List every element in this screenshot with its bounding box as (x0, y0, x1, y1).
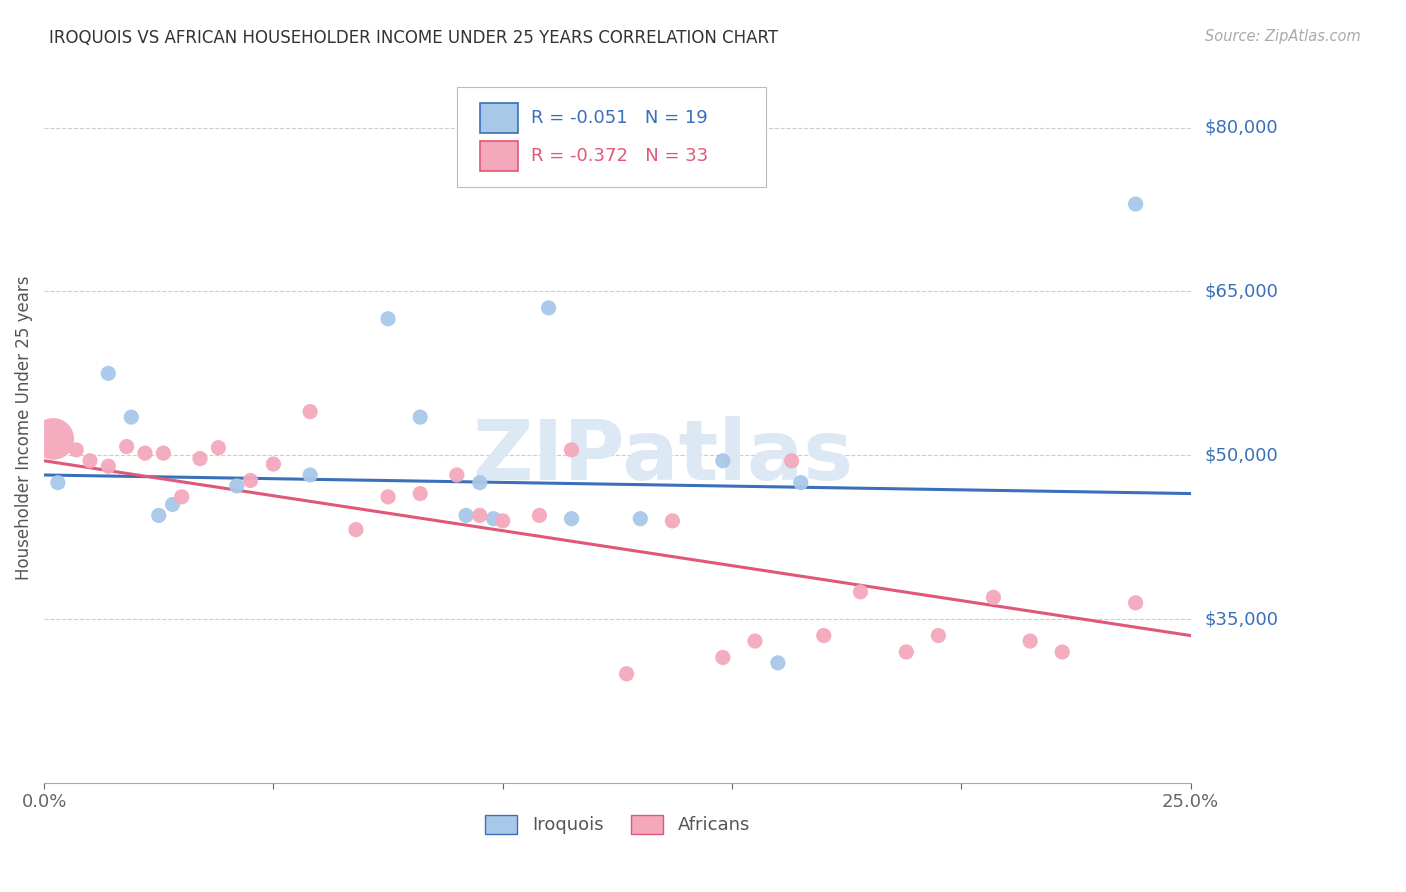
Point (780, 454, 803, 468)
Text: $50,000: $50,000 (1205, 446, 1278, 465)
Point (927, 629, 949, 643)
Point (162, 498, 184, 512)
Point (661, 514, 683, 528)
Text: IROQUOIS VS AFRICAN HOUSEHOLDER INCOME UNDER 25 YEARS CORRELATION CHART: IROQUOIS VS AFRICAN HOUSEHOLDER INCOME U… (49, 29, 779, 46)
Text: ZIPatlas: ZIPatlas (472, 416, 853, 497)
Point (239, 474, 262, 488)
Point (468, 475, 491, 490)
Point (188, 451, 211, 466)
Text: Source: ZipAtlas.com: Source: ZipAtlas.com (1205, 29, 1361, 44)
Point (711, 650, 734, 665)
Point (1019, 634, 1042, 648)
Point (849, 585, 872, 599)
Point (262, 457, 284, 471)
Text: $35,000: $35,000 (1205, 610, 1278, 628)
Point (560, 442, 582, 457)
Point (46, 475, 69, 490)
Y-axis label: Householder Income Under 25 years: Householder Income Under 25 years (15, 276, 32, 581)
Point (616, 666, 638, 681)
Point (115, 440, 138, 454)
Point (409, 486, 432, 500)
Point (299, 467, 322, 482)
Point (813, 629, 835, 643)
Point (42, 432, 65, 446)
Legend: Iroquois, Africans: Iroquois, Africans (485, 815, 749, 834)
Point (983, 591, 1005, 605)
Text: $65,000: $65,000 (1205, 283, 1278, 301)
FancyBboxPatch shape (457, 87, 766, 186)
Point (628, 511, 651, 525)
Point (134, 446, 156, 460)
Point (468, 508, 491, 523)
Point (711, 454, 734, 468)
Point (454, 508, 477, 523)
Point (560, 511, 582, 525)
Text: R = -0.372   N = 33: R = -0.372 N = 33 (531, 147, 709, 165)
Point (79, 454, 101, 468)
Text: $80,000: $80,000 (1205, 119, 1278, 136)
Point (446, 467, 468, 482)
Point (148, 508, 170, 523)
Point (299, 404, 322, 418)
Point (97, 367, 120, 381)
Point (97, 459, 120, 474)
Point (207, 441, 229, 455)
Point (170, 490, 193, 504)
Point (344, 523, 367, 537)
Point (377, 490, 399, 504)
Point (537, 301, 560, 315)
Point (225, 479, 247, 493)
Point (790, 475, 813, 490)
Point (1125, 596, 1147, 610)
FancyBboxPatch shape (479, 103, 517, 133)
Point (152, 446, 174, 460)
Point (492, 514, 515, 528)
Point (377, 311, 399, 326)
Text: R = -0.051   N = 19: R = -0.051 N = 19 (531, 109, 709, 127)
Point (766, 656, 789, 670)
FancyBboxPatch shape (479, 141, 517, 171)
Point (896, 645, 918, 659)
Point (1125, 197, 1147, 211)
Point (409, 410, 432, 425)
Point (744, 634, 766, 648)
Point (1050, 645, 1073, 659)
Point (482, 511, 505, 525)
Point (65, 442, 87, 457)
Point (529, 508, 551, 523)
Point (120, 410, 142, 425)
